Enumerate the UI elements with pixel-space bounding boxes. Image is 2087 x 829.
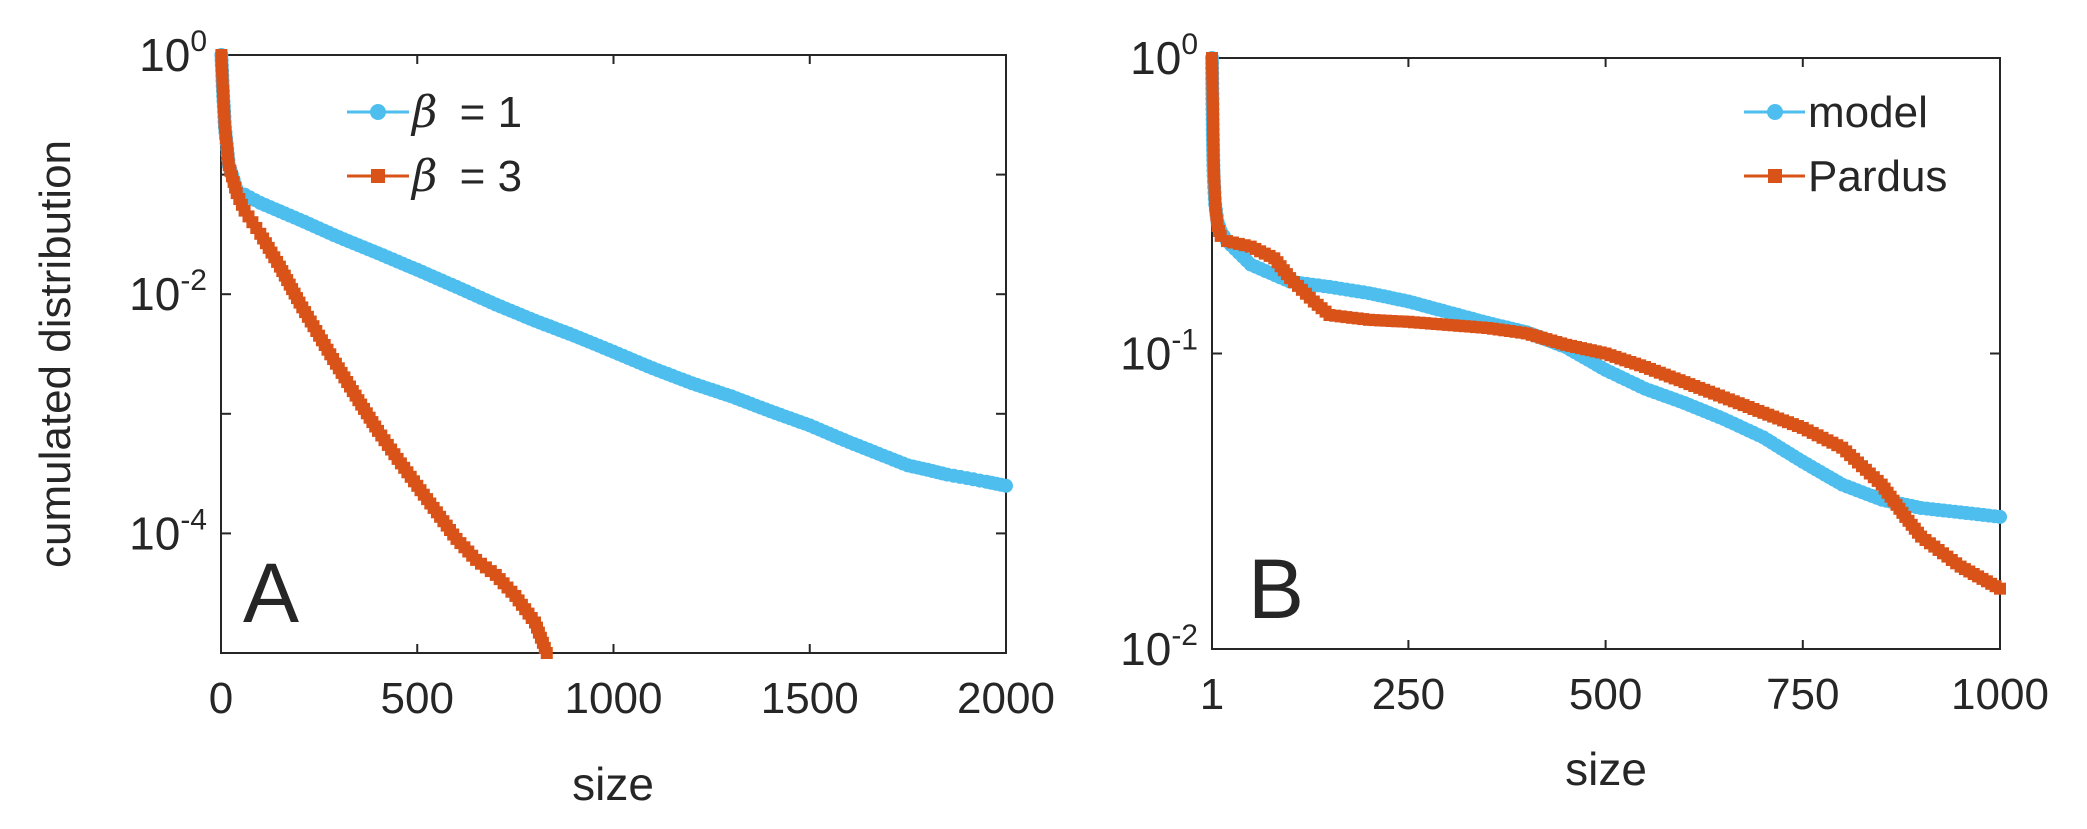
legend-item-beta-1: β = 1 [347,87,522,138]
series-markers--1 [214,48,1013,493]
y-tick-label-exponent: -1 [1171,324,1198,357]
y-tick-label-base: 10 [1120,328,1171,380]
x-tick-label: 1000 [565,674,663,723]
legend-a: β = 1 β = 3 [347,87,522,202]
legend-marker-circle [1767,104,1783,120]
x-tick-label: 500 [1569,670,1642,719]
x-tick-label: 2000 [957,674,1055,723]
x-axis-a: 0 500 1000 1500 2000 [209,55,1055,723]
legend-beta-3-text: = 3 [460,152,522,201]
y-tick-label-base: 10 [1130,32,1181,84]
x-tick-label: 1000 [1951,670,2049,719]
series-group-a [214,48,1013,659]
legend-beta-symbol: β [410,151,437,202]
x-tick-label: 750 [1766,670,1839,719]
data-point [1994,582,2006,595]
legend-beta-1-text: = 1 [460,88,522,137]
x-tick-label: 500 [381,674,454,723]
y-tick-label-exponent: -2 [1171,619,1198,652]
x-axis-label-b: size [1565,743,1647,795]
y-tick-label-base: 10 [129,507,180,559]
y-tick-label-exponent: -2 [180,264,207,297]
data-point [1993,509,2007,524]
y-tick-label: 10-4 [129,503,207,559]
y-tick-label: 10-1 [1120,324,1198,380]
series-markers--3 [215,49,553,659]
y-tick-label: 10-2 [129,264,207,320]
series-markers-pardus [1206,52,2006,595]
panel-label-a: A [243,546,299,640]
legend-pardus-text: Pardus [1808,152,1947,201]
y-axis-label-a: cumulated distribution [31,140,80,568]
legend-marker-circle [370,104,386,120]
y-tick-label-exponent: 0 [190,25,207,58]
series-group-b [1205,51,2007,595]
y-tick-label: 100 [1130,28,1198,84]
y-tick-label-exponent: 0 [1181,28,1198,61]
legend-item-model: model [1744,88,1928,137]
data-point [999,478,1013,493]
svg-text:β = 1: β = 1 [410,87,522,138]
y-tick-label: 100 [139,25,207,81]
svg-text:β = 3: β = 3 [410,151,522,202]
y-tick-label-base: 10 [129,268,180,320]
x-tick-label: 1 [1200,670,1224,719]
legend-model-text: model [1808,88,1928,137]
y-tick-label-exponent: -4 [180,503,207,536]
x-tick-label: 250 [1372,670,1445,719]
legend-item-pardus: Pardus [1744,152,1947,201]
legend-marker-square [371,169,385,183]
legend-marker-square [1768,169,1782,183]
x-axis-b: 1 250 500 750 1000 [1200,58,2049,719]
legend-b: model Pardus [1744,88,1947,201]
x-tick-label: 0 [209,674,233,723]
legend-item-beta-3: β = 3 [347,151,522,202]
x-tick-label: 1500 [761,674,859,723]
data-point [540,647,553,659]
panel-label-b: B [1248,542,1304,636]
y-tick-label-base: 10 [1120,623,1171,675]
y-tick-label-base: 10 [139,29,190,81]
legend-beta-symbol: β [410,87,437,138]
y-tick-label: 10-2 [1120,619,1198,675]
x-axis-label-a: size [572,758,654,810]
